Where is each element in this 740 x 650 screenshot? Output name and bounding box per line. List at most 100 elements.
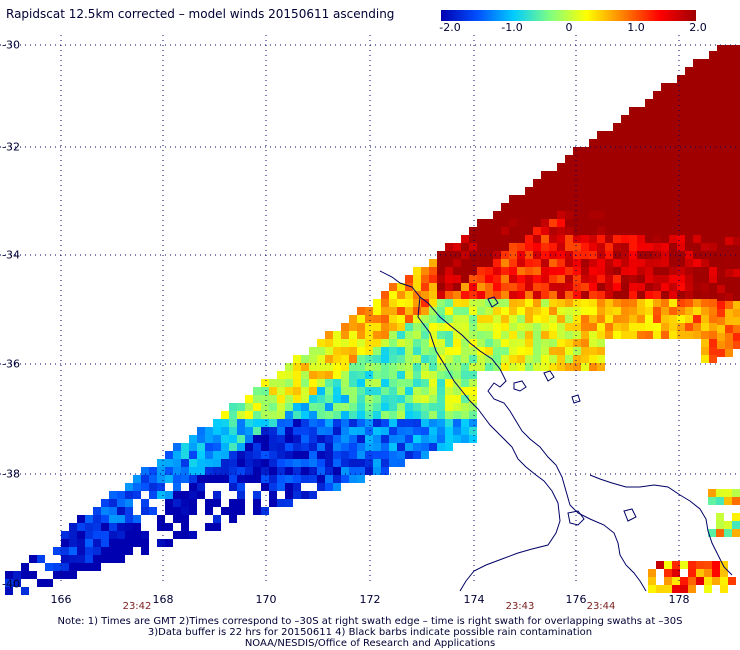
wind-cell	[605, 235, 613, 243]
wind-cell	[173, 467, 181, 475]
wind-cell	[509, 299, 517, 307]
wind-cell	[501, 331, 509, 339]
wind-cell	[717, 245, 725, 253]
time-label: 23:42	[122, 601, 152, 612]
wind-cell	[165, 451, 173, 459]
wind-cell	[629, 163, 637, 171]
wind-cell	[61, 547, 69, 555]
wind-cell	[525, 275, 533, 283]
wind-cell	[725, 261, 733, 269]
wind-cell	[725, 101, 733, 109]
wind-cell	[213, 491, 221, 499]
wind-cell	[189, 435, 197, 443]
wind-cell	[701, 203, 709, 211]
wind-cell	[325, 355, 333, 363]
wind-cell	[309, 395, 317, 403]
wind-cell	[525, 243, 533, 251]
wind-cell	[405, 323, 413, 331]
wind-cell	[629, 139, 637, 147]
wind-cell	[573, 155, 581, 163]
wind-cell	[733, 253, 740, 261]
wind-cell	[365, 315, 373, 323]
wind-cell	[701, 299, 709, 307]
wind-cell	[397, 451, 405, 459]
wind-cell	[213, 419, 221, 427]
wind-cell	[669, 99, 677, 107]
wind-cell	[413, 355, 421, 363]
wind-cell	[373, 363, 381, 371]
wind-cell	[533, 211, 541, 219]
wind-cell	[549, 243, 557, 251]
wind-cell	[717, 45, 725, 53]
wind-cell	[229, 435, 237, 443]
wind-cell	[720, 569, 728, 577]
wind-cell	[688, 561, 696, 569]
wind-cell	[701, 99, 709, 107]
wind-cell	[261, 459, 269, 467]
wind-cell	[709, 243, 717, 251]
wind-cell	[509, 259, 517, 267]
wind-cell	[309, 435, 317, 443]
wind-cell	[701, 107, 709, 115]
wind-cell	[349, 459, 357, 467]
wind-cell	[93, 539, 101, 547]
wind-cell	[453, 291, 461, 299]
wind-cell	[645, 227, 653, 235]
wind-cell	[197, 467, 205, 475]
wind-cell	[709, 67, 717, 75]
wind-cell	[341, 339, 349, 347]
wind-cell	[669, 315, 677, 323]
wind-cell	[669, 123, 677, 131]
wind-cell	[501, 307, 509, 315]
wind-cell	[581, 291, 589, 299]
wind-cell	[605, 203, 613, 211]
wind-cell	[397, 403, 405, 411]
wind-cell	[165, 499, 173, 507]
wind-cell	[325, 371, 333, 379]
wind-cell	[597, 211, 605, 219]
wind-cell	[413, 427, 421, 435]
wind-cell	[389, 387, 397, 395]
wind-cell	[157, 515, 165, 523]
wind-cell	[341, 323, 349, 331]
wind-cell	[541, 323, 549, 331]
wind-cell	[365, 395, 373, 403]
wind-cell	[437, 283, 445, 291]
wind-cell	[93, 531, 101, 539]
wind-cell	[541, 299, 549, 307]
wind-cell	[637, 227, 645, 235]
wind-cell	[469, 355, 477, 363]
wind-cell	[557, 347, 565, 355]
wind-cell	[445, 315, 453, 323]
wind-cell	[725, 333, 733, 341]
wind-cell	[533, 347, 541, 355]
wind-cell	[605, 187, 613, 195]
wind-cell	[381, 307, 389, 315]
wind-cell	[141, 539, 149, 547]
wind-cell	[669, 131, 677, 139]
wind-cell	[437, 379, 445, 387]
wind-cell	[445, 291, 453, 299]
wind-cell	[661, 163, 669, 171]
wind-cell	[173, 483, 181, 491]
wind-cell	[717, 317, 725, 325]
wind-cell	[101, 523, 109, 531]
bay-of-plenty	[589, 474, 733, 576]
wind-cell	[541, 331, 549, 339]
wind-cell	[37, 579, 45, 587]
wind-cell	[205, 427, 213, 435]
wind-cell	[421, 451, 429, 459]
wind-cell	[237, 483, 245, 491]
wind-cell	[613, 267, 621, 275]
wind-cell	[573, 267, 581, 275]
wind-cell	[549, 203, 557, 211]
wind-cell	[189, 499, 197, 507]
wind-cell	[269, 467, 277, 475]
wind-cell	[557, 275, 565, 283]
wind-cell	[693, 155, 701, 163]
wind-cell	[685, 315, 693, 323]
wind-cell	[277, 451, 285, 459]
wind-cell	[285, 467, 293, 475]
wind-cell	[373, 347, 381, 355]
wind-cell	[501, 275, 509, 283]
